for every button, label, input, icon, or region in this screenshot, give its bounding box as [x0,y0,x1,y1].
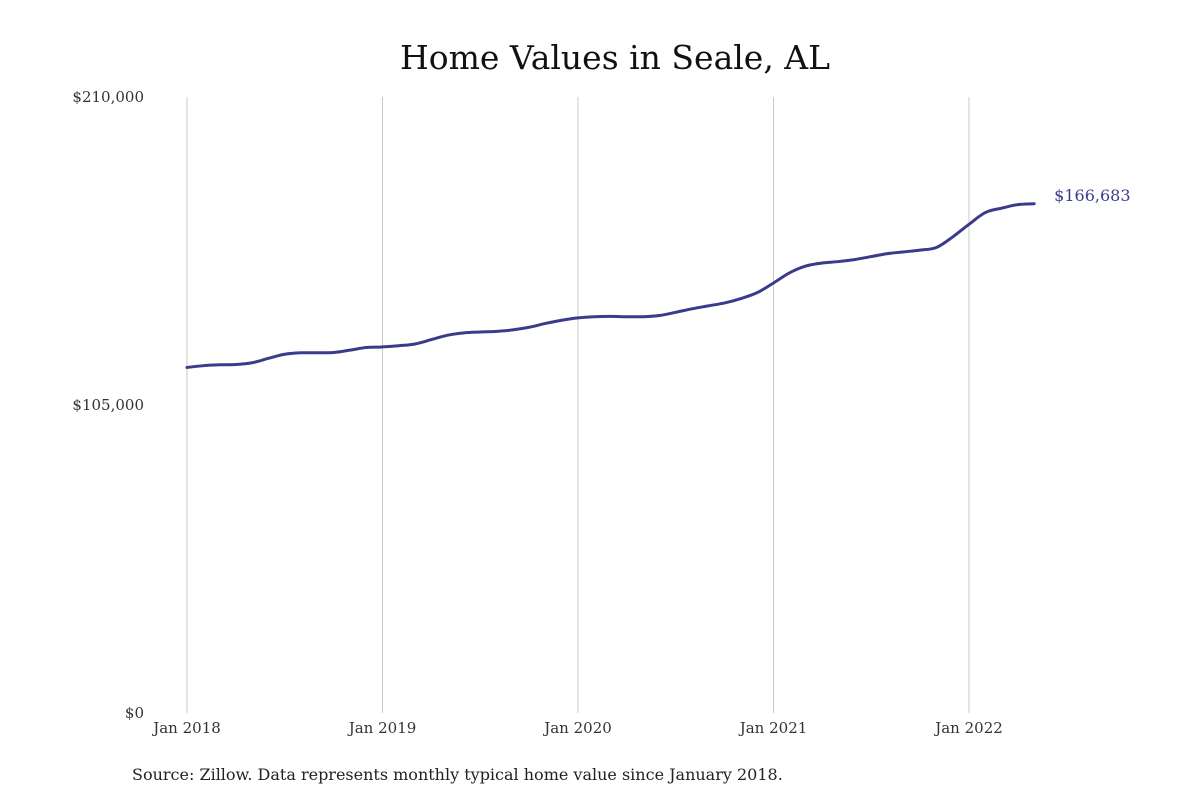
data-point [740,297,742,300]
data-point [218,364,221,366]
data-point [935,246,938,249]
data-point [886,252,889,255]
data-point [821,262,824,264]
data-point [674,311,677,314]
data-point [854,258,856,261]
data-point [626,315,628,318]
data-point [414,343,416,345]
data-point [805,265,807,267]
data-point [609,315,612,318]
data-point [919,249,921,251]
data-point [267,357,270,360]
data-point [479,331,482,333]
x-tick-label: Jan 2020 [542,719,612,737]
data-point [903,251,905,253]
x-tick-label: Jan 2018 [151,719,221,737]
y-tick-labels: $0 $105,000 $210,000 [72,88,144,722]
x-tick-label: Jan 2019 [347,719,417,737]
source-note: Source: Zillow. Data represents monthly … [132,765,783,784]
end-value-label: $166,683 [1054,186,1130,205]
data-point [658,314,661,317]
y-tick-label: $210,000 [72,88,144,106]
data-point [691,307,693,310]
series-line [185,202,1036,369]
data-point [300,351,302,354]
data-point [544,322,547,325]
data-point [560,319,563,322]
data-point [772,282,775,284]
data-point [870,255,873,258]
data-point [202,364,205,367]
data-point [381,346,384,348]
data-point [593,315,596,318]
data-point [837,260,840,263]
data-point [984,211,987,214]
data-point [283,353,286,356]
x-tick-label: Jan 2021 [738,719,808,737]
data-point [186,366,188,369]
data-point [349,349,351,351]
data-point [707,305,710,307]
data-point [1017,203,1019,206]
data-point [788,271,791,274]
data-point [756,291,759,294]
series-group [185,202,1036,369]
data-point [463,332,465,334]
data-point [235,363,237,366]
data-point [316,351,319,354]
x-tick-label: Jan 2022 [933,719,1003,737]
y-tick-label: $0 [125,704,144,722]
data-point [1033,202,1035,205]
data-point [1000,207,1003,209]
x-gridlines [186,97,970,713]
data-point [365,346,368,349]
data-point [528,326,530,329]
data-point [495,330,498,333]
data-point [446,334,449,336]
data-point [968,223,970,226]
data-point [512,329,514,331]
x-tick-labels: Jan 2018 Jan 2019 Jan 2020 Jan 2021 Jan 2022 [151,719,1003,737]
chart-title: Home Values in Seale, AL [400,38,830,77]
data-point [332,351,335,354]
data-point [430,338,433,341]
data-point [723,302,726,304]
data-point [251,361,253,364]
data-point [397,344,400,347]
data-point [951,236,954,238]
y-tick-label: $105,000 [72,396,144,414]
data-point [642,315,644,318]
data-point [577,317,579,319]
